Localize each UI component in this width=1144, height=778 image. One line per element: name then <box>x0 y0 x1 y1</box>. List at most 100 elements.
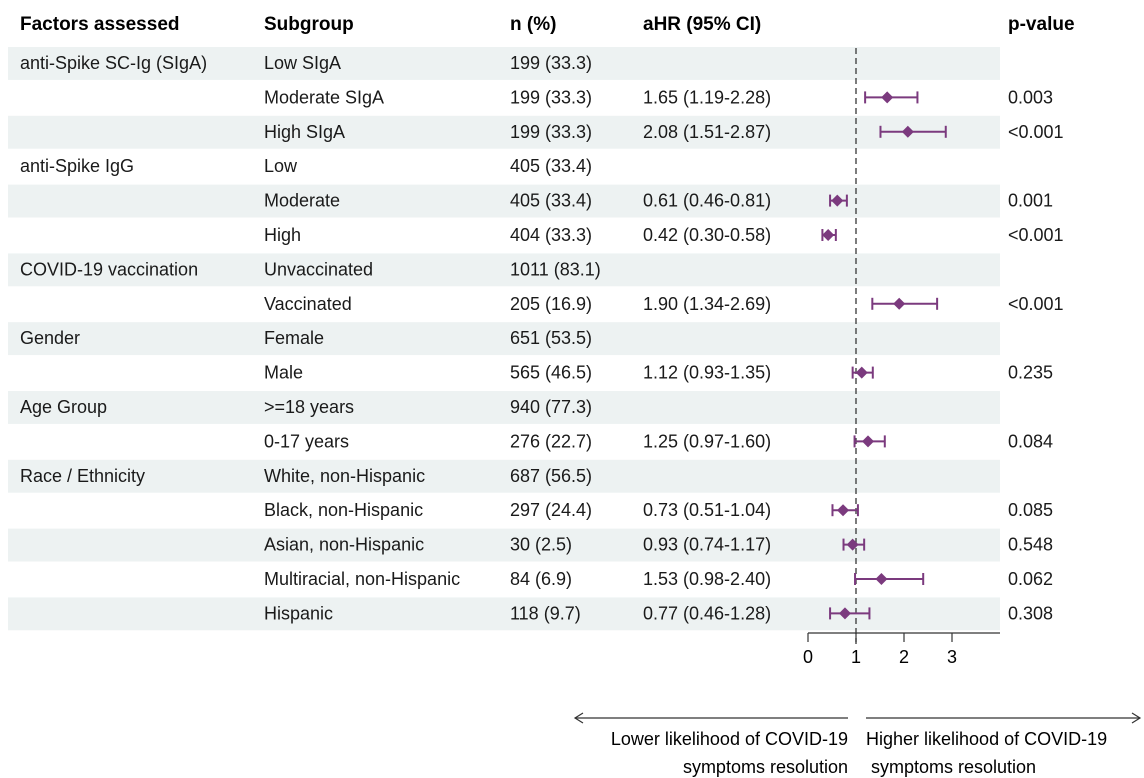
row-stripe <box>8 115 1000 149</box>
forest-mark <box>864 91 919 104</box>
pvalue-cell: <0.001 <box>1008 225 1064 245</box>
right-arrow-head <box>1131 712 1142 724</box>
left-arrow-head <box>573 712 584 724</box>
n-cell: 30 (2.5) <box>510 535 572 555</box>
table-row: Male 565 (46.5) 1.12 (0.93-1.35) 0.235 <box>264 363 1053 383</box>
header-factors: Factors assessed <box>20 14 180 35</box>
x-tick-label: 0 <box>803 647 813 667</box>
direction-annotations: Lower likelihood of COVID-19 symptoms re… <box>573 712 1142 777</box>
row-stripe <box>8 253 1000 287</box>
subgroup-cell: Moderate <box>264 191 340 211</box>
forest-mark <box>821 229 837 241</box>
subgroup-cell: Multiracial, non-Hispanic <box>264 569 460 589</box>
table-rows: anti-Spike SC-Ig (SIgA) Low SIgA 199 (33.3… <box>20 53 1064 623</box>
ahr-cell: 0.93 (0.74-1.17) <box>643 535 771 555</box>
n-cell: 118 (9.7) <box>510 603 581 623</box>
estimate-diamond <box>837 504 850 517</box>
subgroup-cell: High SIgA <box>264 122 345 142</box>
table-header: Factors assessed Subgroup n (%) aHR (95%… <box>20 14 1075 35</box>
table-row: Gender Female 651 (53.5) <box>20 328 592 348</box>
factor-cell: anti-Spike SC-Ig (SIgA) <box>20 53 207 73</box>
subgroup-cell: >=18 years <box>264 397 354 417</box>
ahr-cell: 1.53 (0.98-2.40) <box>643 569 771 589</box>
factor-cell: Gender <box>20 328 80 348</box>
x-tick-label: 2 <box>899 647 909 667</box>
x-tick-label: 1 <box>851 647 861 667</box>
n-cell: 199 (33.3) <box>510 122 592 142</box>
header-subgroup: Subgroup <box>264 14 354 35</box>
table-row: Black, non-Hispanic 297 (24.4) 0.73 (0.51-… <box>264 500 1053 520</box>
n-cell: 297 (24.4) <box>510 500 592 520</box>
right-label-line1: Higher likelihood of COVID-19 <box>866 729 1107 749</box>
factor-cell: COVID-19 vaccination <box>20 259 198 279</box>
row-stripe <box>8 322 1000 356</box>
table-row: anti-Spike IgG Low 405 (33.4) <box>20 156 592 176</box>
n-cell: 276 (22.7) <box>510 431 592 451</box>
ahr-cell: 1.12 (0.93-1.35) <box>643 363 771 383</box>
subgroup-cell: Female <box>264 328 324 348</box>
estimate-diamond <box>901 125 914 138</box>
table-row: High SIgA 199 (33.3) 2.08 (1.51-2.87) <0.00… <box>264 122 1064 142</box>
forest-mark <box>829 194 848 207</box>
row-stripe <box>8 391 1000 424</box>
forest-mark <box>842 538 866 551</box>
subgroup-cell: Low SIgA <box>264 53 341 73</box>
estimate-diamond <box>822 229 835 241</box>
ahr-cell: 0.73 (0.51-1.04) <box>643 500 771 520</box>
n-cell: 940 (77.3) <box>510 397 592 417</box>
table-row: anti-Spike SC-Ig (SIgA) Low SIgA 199 (33.3… <box>20 53 592 73</box>
factor-cell: Race / Ethnicity <box>20 466 145 486</box>
table-row: 0-17 years 276 (22.7) 1.25 (0.97-1.60) 0.08… <box>264 431 1053 451</box>
pvalue-cell: 0.235 <box>1008 363 1053 383</box>
ahr-cell: 2.08 (1.51-2.87) <box>643 122 771 142</box>
subgroup-cell: Vaccinated <box>264 294 352 314</box>
n-cell: 405 (33.4) <box>510 191 592 211</box>
subgroup-cell: Unvaccinated <box>264 259 373 279</box>
pvalue-cell: 0.062 <box>1008 569 1053 589</box>
table-row: Race / Ethnicity White, non-Hispanic 687 (… <box>20 466 592 486</box>
factor-cell: anti-Spike IgG <box>20 156 134 176</box>
n-cell: 1011 (83.1) <box>510 259 601 279</box>
forest-mark <box>851 366 874 379</box>
table-row: Moderate SIgA 199 (33.3) 1.65 (1.19-2.28) 0… <box>264 87 1053 107</box>
n-cell: 404 (33.3) <box>510 225 592 245</box>
estimate-diamond <box>838 607 851 620</box>
n-cell: 565 (46.5) <box>510 363 592 383</box>
estimate-diamond <box>831 194 844 207</box>
n-cell: 651 (53.5) <box>510 328 592 348</box>
left-label-line1: Lower likelihood of COVID-19 <box>611 729 848 749</box>
forest-mark <box>854 573 925 585</box>
table-row: Asian, non-Hispanic 30 (2.5) 0.93 (0.74-1.… <box>264 535 1053 555</box>
subgroup-cell: 0-17 years <box>264 431 349 451</box>
pvalue-cell: 0.548 <box>1008 535 1053 555</box>
subgroup-cell: Male <box>264 363 303 383</box>
row-stripe <box>8 47 1000 80</box>
header-pvalue: p-value <box>1008 14 1075 35</box>
row-stripe <box>8 459 1000 493</box>
forest-mark <box>831 504 859 517</box>
table-row: Hispanic 118 (9.7) 0.77 (0.46-1.28) 0.308 <box>264 603 1053 623</box>
estimate-diamond <box>855 366 868 379</box>
header-n: n (%) <box>510 14 556 35</box>
pvalue-cell: <0.001 <box>1008 122 1064 142</box>
header-ahr: aHR (95% CI) <box>643 14 761 35</box>
ahr-cell: 1.65 (1.19-2.28) <box>643 87 771 107</box>
row-stripes <box>8 47 1000 631</box>
forest-marks <box>821 91 947 620</box>
estimate-diamond <box>875 573 888 585</box>
ahr-cell: 0.77 (0.46-1.28) <box>643 603 771 623</box>
x-tick-label: 3 <box>947 647 957 667</box>
table-row: COVID-19 vaccination Unvaccinated 1011 (83… <box>20 259 601 279</box>
forest-mark <box>879 125 947 138</box>
pvalue-cell: <0.001 <box>1008 294 1064 314</box>
subgroup-cell: Asian, non-Hispanic <box>264 535 424 555</box>
forest-mark <box>829 607 871 620</box>
table-row: Moderate 405 (33.4) 0.61 (0.46-0.81) 0.001 <box>264 191 1053 211</box>
ahr-cell: 0.61 (0.46-0.81) <box>643 191 771 211</box>
right-label-line2: symptoms resolution <box>871 757 1036 777</box>
estimate-diamond <box>846 538 859 551</box>
pvalue-cell: 0.084 <box>1008 431 1053 451</box>
n-cell: 687 (56.5) <box>510 466 592 486</box>
pvalue-cell: 0.003 <box>1008 87 1053 107</box>
